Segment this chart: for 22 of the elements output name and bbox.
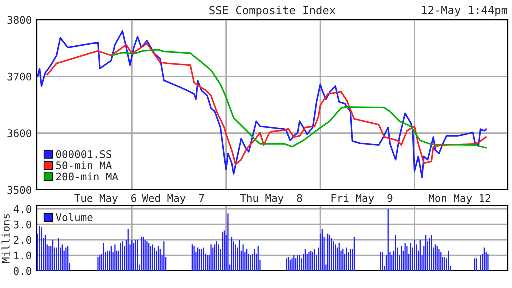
legend-label: 200-min MA: [56, 172, 118, 181]
line-series: [110, 49, 488, 149]
text: 12-May 1:44pm: [422, 6, 508, 17]
y-tick-label: 4.0: [14, 205, 32, 214]
legend-label: 000001.SS: [56, 150, 112, 158]
x-tick-label: Tue May 6: [74, 194, 136, 204]
x-tick-label: Mon May 12: [429, 194, 490, 204]
y-tick-label: 3800: [8, 16, 32, 24]
y-tick-label: 2.0: [14, 236, 32, 244]
x-tick-label: Thu May 8: [240, 194, 302, 204]
y-tick-label: 3.0: [14, 220, 32, 229]
y-tick-label: 3500: [8, 186, 32, 194]
y-tick-label: 3600: [8, 130, 32, 138]
y-tick-label: 3700: [8, 72, 32, 81]
y-tick-label: 0.0: [14, 267, 32, 276]
x-tick-label: Fri May 9: [332, 194, 393, 204]
legend-label: 50-min MA: [56, 161, 112, 170]
chart-title: SSE Composite Index: [210, 6, 336, 17]
y-tick-label: 1.0: [14, 252, 32, 260]
series-label: Volume: [56, 213, 93, 222]
x-tick-label: Wed May 7: [142, 194, 204, 204]
y-axis-title: Millions: [2, 214, 10, 264]
